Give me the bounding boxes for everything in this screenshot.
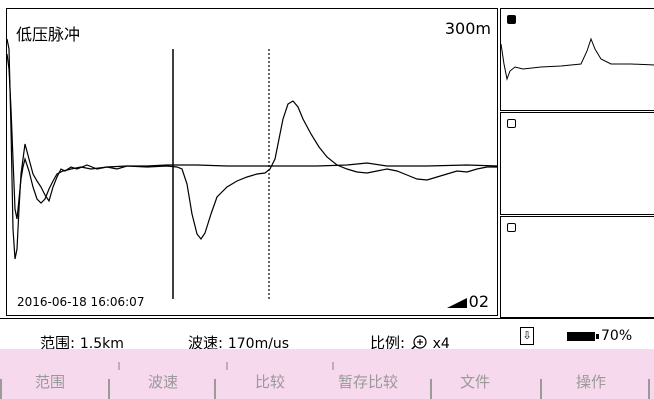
thumbnail-1-waveform — [501, 37, 654, 81]
waveform-trace-1 — [7, 38, 498, 260]
range-status-value: 1.5km — [79, 336, 124, 352]
waveform-plot[interactable]: 低压脉冲 300m 2016-06-18 16:06:07 02 — [6, 8, 499, 316]
softkey-range[interactable]: 范围 — [35, 373, 66, 391]
waveform-canvas — [7, 38, 499, 299]
thumbnail-1-checkbox[interactable] — [507, 15, 516, 24]
velocity-status-label: 波速: — [188, 334, 224, 352]
gain-value: 02 — [468, 292, 489, 311]
gain-indicator: 02 — [446, 292, 489, 311]
battery-percent: 70% — [601, 328, 633, 344]
status-bar: 范围: 1.5km 波速: 170m/us 比例: x4 ⇩ 70% — [0, 318, 654, 352]
display-range: 300m — [444, 19, 491, 38]
waveform-trace-2 — [7, 53, 499, 220]
softkey-bar: 范围 波速 比较 暂存比较 文件 操作 — [0, 349, 654, 399]
mode-title: 低压脉冲 — [16, 25, 81, 44]
scale-status: 比例: x4 — [370, 332, 450, 353]
softkey-file[interactable]: 文件 — [460, 373, 491, 391]
thumbnail-2-checkbox[interactable] — [507, 119, 516, 128]
thumbnail-3[interactable] — [500, 216, 654, 318]
thumbnail-3-checkbox[interactable] — [507, 223, 516, 232]
range-status: 范围: 1.5km — [40, 332, 124, 353]
usb-icon: ⇩ — [520, 327, 534, 345]
timestamp: 2016-06-18 16:06:07 — [17, 295, 145, 309]
range-status-label: 范围: — [40, 334, 76, 352]
softkey-velocity[interactable]: 波速 — [148, 373, 179, 391]
thumbnail-1[interactable] — [500, 8, 654, 111]
thumbnail-2[interactable] — [500, 112, 654, 215]
velocity-status: 波速: 170m/us — [188, 332, 289, 353]
scale-status-label: 比例: — [370, 334, 406, 352]
softkey-operate[interactable]: 操作 — [576, 373, 607, 391]
softkey-temp-compare[interactable]: 暂存比较 — [338, 373, 399, 391]
scale-status-value: x4 — [432, 336, 450, 352]
gain-icon — [446, 298, 467, 308]
softkey-compare[interactable]: 比较 — [255, 373, 286, 391]
battery-icon — [567, 332, 599, 341]
velocity-status-value: 170m/us — [227, 336, 290, 352]
